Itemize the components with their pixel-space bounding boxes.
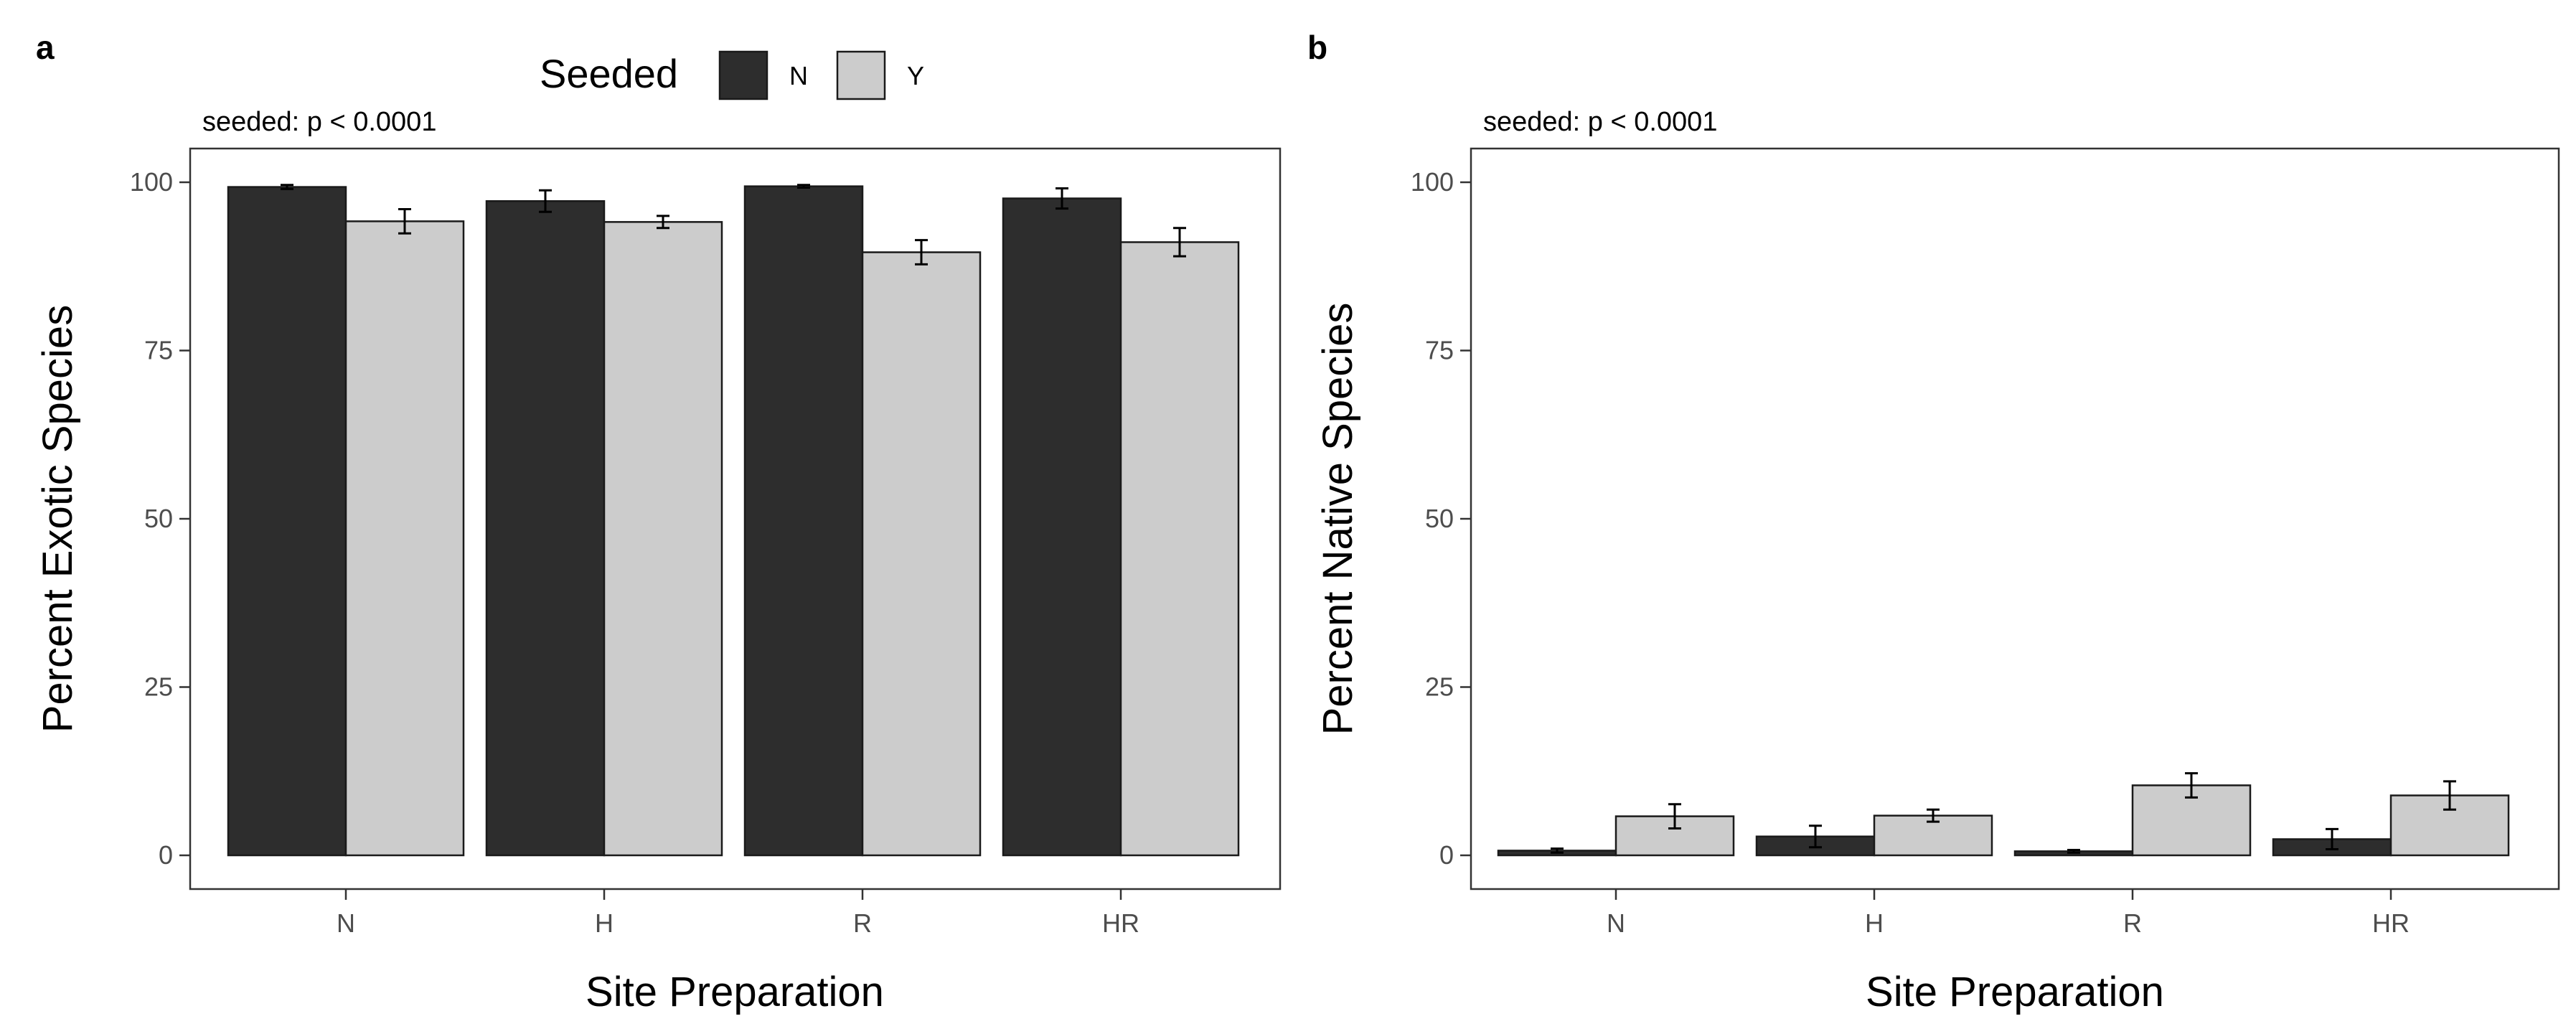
panel-b-x-tick-label: N (1607, 908, 1625, 938)
panel-b-errorbar-r-n (2067, 848, 2080, 854)
panel-b-y-tick-label: 50 (1425, 504, 1454, 533)
panel-a-errorbar-h-n (539, 189, 552, 213)
panel-b-y-axis-title: Percent Native Species (1315, 303, 1361, 735)
panel-a-bar-r-n (743, 185, 864, 857)
panel-a-errorbar-n-y (398, 208, 411, 235)
legend-swatch-n (718, 50, 768, 100)
panel-a-x-axis-title: Site Preparation (586, 969, 884, 1015)
panel-a-label: a (36, 29, 55, 66)
panel-a-bar-h-y (603, 221, 723, 857)
panel-a-errorbar-hr-n (1056, 187, 1068, 210)
panel-a-annotation: seeded: p < 0.0001 (202, 107, 436, 137)
panel-b-annotation: seeded: p < 0.0001 (1483, 107, 1717, 137)
panel-a-y-tick-label: 100 (130, 167, 173, 197)
panel-a-errorbar-hr-y (1173, 227, 1186, 258)
panel-b-x-tick-label: H (1865, 908, 1884, 938)
panel-b-errorbar-n-y (1668, 803, 1681, 829)
panel-b-label: b (1307, 29, 1327, 66)
panel-b-y-tick-label: 75 (1425, 336, 1454, 365)
panel-b-y-tick-label: 0 (1439, 840, 1454, 870)
panel-a-errorbar-h-y (657, 215, 669, 230)
panel-b-errorbar-r-y (2185, 772, 2198, 799)
panel-a-y-tick-label: 75 (144, 336, 173, 365)
panel-b-errorbar-h-n (1809, 824, 1822, 849)
panel-a-errorbar-r-n (797, 184, 810, 189)
panel-b: seeded: p < 0.0001 Percent Native Specie… (1315, 107, 2560, 1015)
panel-a-x-tick-label: N (337, 908, 355, 938)
panel-b-plot-frame (1470, 147, 2560, 890)
panel-a-y-tick-label: 25 (144, 672, 173, 702)
panel-a-bar-h-n (485, 200, 606, 857)
panel-b-x-tick-label: HR (2372, 908, 2410, 938)
panel-a-bar-hr-n (1002, 197, 1122, 857)
legend-label-y: Y (907, 61, 924, 90)
panel-a-bar-n-y (344, 220, 465, 857)
panel-b-errorbar-h-y (1927, 808, 1940, 823)
legend-title: Seeded (540, 51, 678, 96)
panel-b-errorbar-hr-y (2443, 780, 2456, 811)
panel-b-x-axis-title: Site Preparation (1866, 969, 2164, 1015)
panel-a-x-tick-label: HR (1102, 908, 1139, 938)
panel-a: seeded: p < 0.0001 Percent Exotic Specie… (34, 107, 1282, 1015)
panel-a-x-tick-label: R (853, 908, 872, 938)
panel-b-y-tick-label: 100 (1411, 167, 1454, 197)
panel-a-bar-r-y (861, 251, 982, 857)
panel-b-errorbar-n-n (1551, 847, 1564, 854)
panel-a-y-axis-title: Percent Exotic Species (34, 305, 81, 733)
panel-a-y-tick-label: 0 (159, 840, 173, 870)
legend-label-n: N (789, 61, 808, 90)
panel-a-errorbar-r-y (915, 239, 928, 265)
panel-b-y-tick-label: 25 (1425, 672, 1454, 702)
panel-a-errorbar-n-n (281, 184, 293, 190)
panel-a-bar-n-n (227, 186, 347, 857)
legend: Seeded N Y (540, 50, 924, 100)
panel-a-x-tick-label: H (595, 908, 614, 938)
panel-b-x-tick-label: R (2123, 908, 2142, 938)
panel-a-bar-hr-y (1119, 241, 1240, 857)
panel-b-errorbar-hr-n (2326, 827, 2338, 851)
panel-a-y-tick-label: 50 (144, 504, 173, 533)
legend-swatch-y (836, 50, 886, 100)
